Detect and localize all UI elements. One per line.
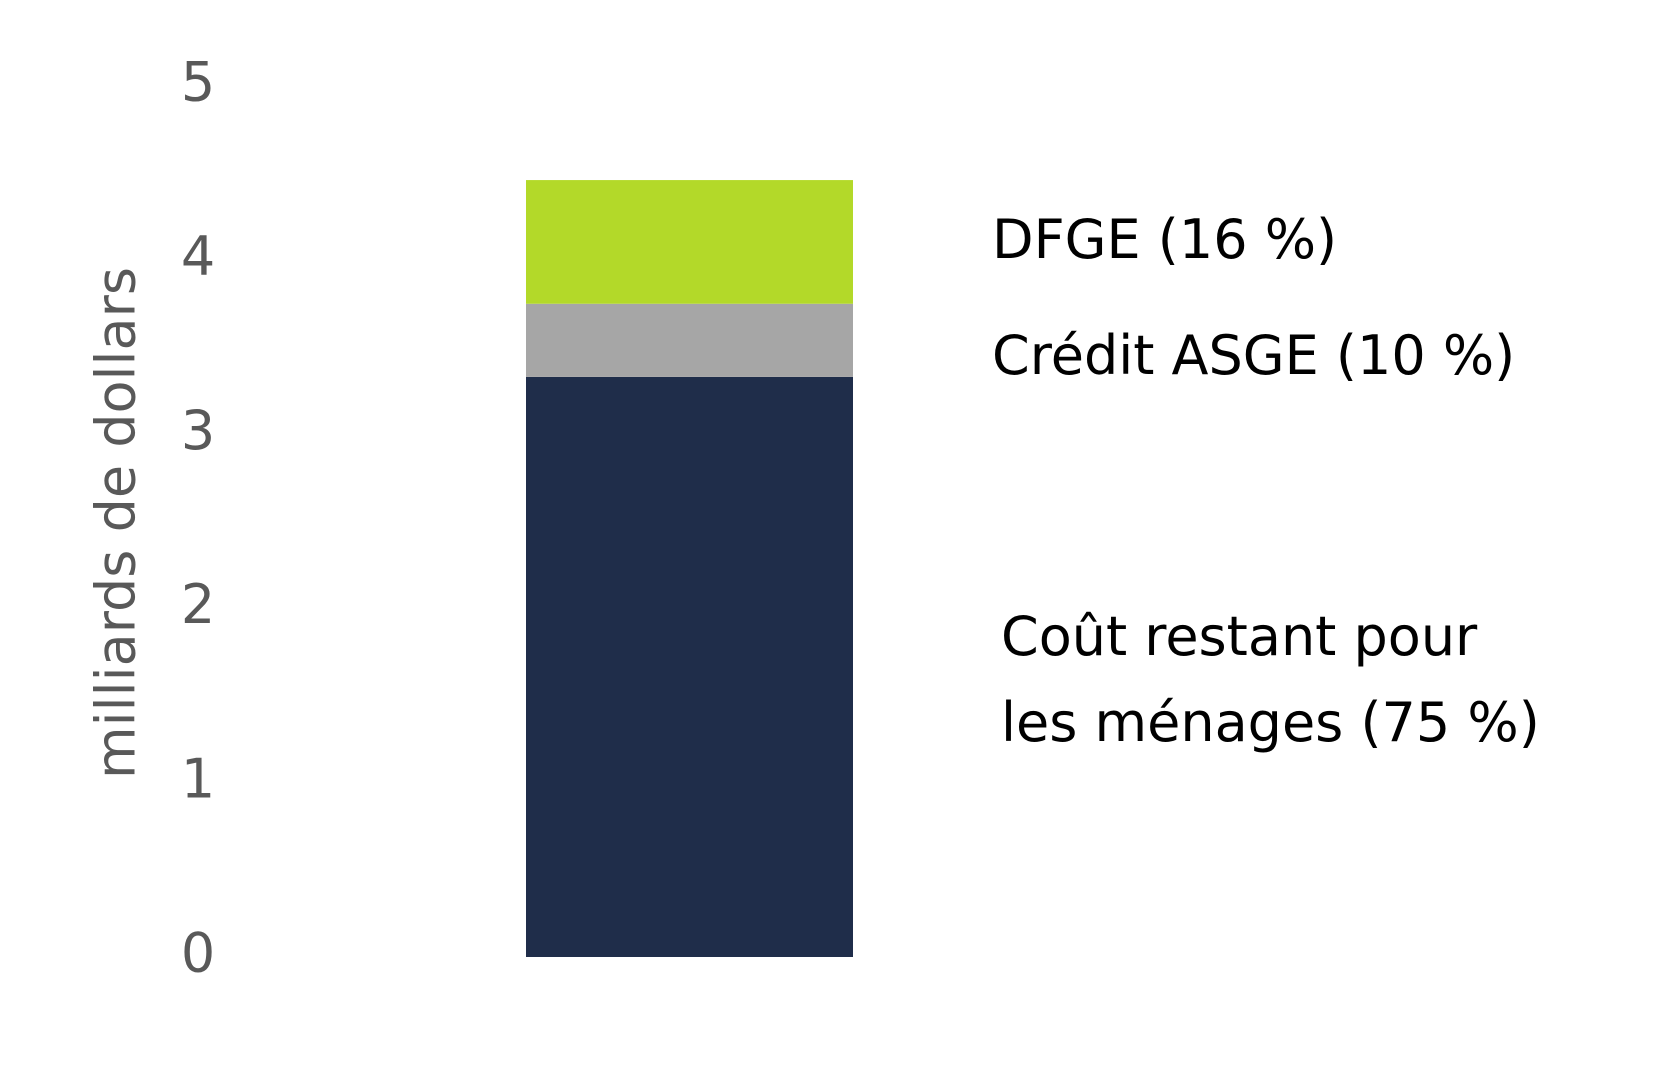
bar-segment bbox=[526, 180, 853, 304]
bar-segment bbox=[526, 376, 853, 957]
series-label: Crédit ASGE (10 %) bbox=[992, 324, 1516, 387]
y-tick-label: 2 bbox=[181, 573, 215, 636]
series-label: Coût restant pour les ménages (75 %) bbox=[1001, 605, 1540, 754]
y-tick-label: 4 bbox=[181, 225, 215, 288]
series-label: DFGE (16 %) bbox=[992, 208, 1338, 271]
y-tick-label: 0 bbox=[181, 922, 215, 985]
y-tick-label: 5 bbox=[181, 51, 215, 114]
bar-segment bbox=[526, 303, 853, 377]
y-tick-label: 3 bbox=[181, 399, 215, 462]
y-tick-label: 1 bbox=[181, 747, 215, 810]
y-axis-title: milliards de dollars bbox=[85, 267, 148, 779]
